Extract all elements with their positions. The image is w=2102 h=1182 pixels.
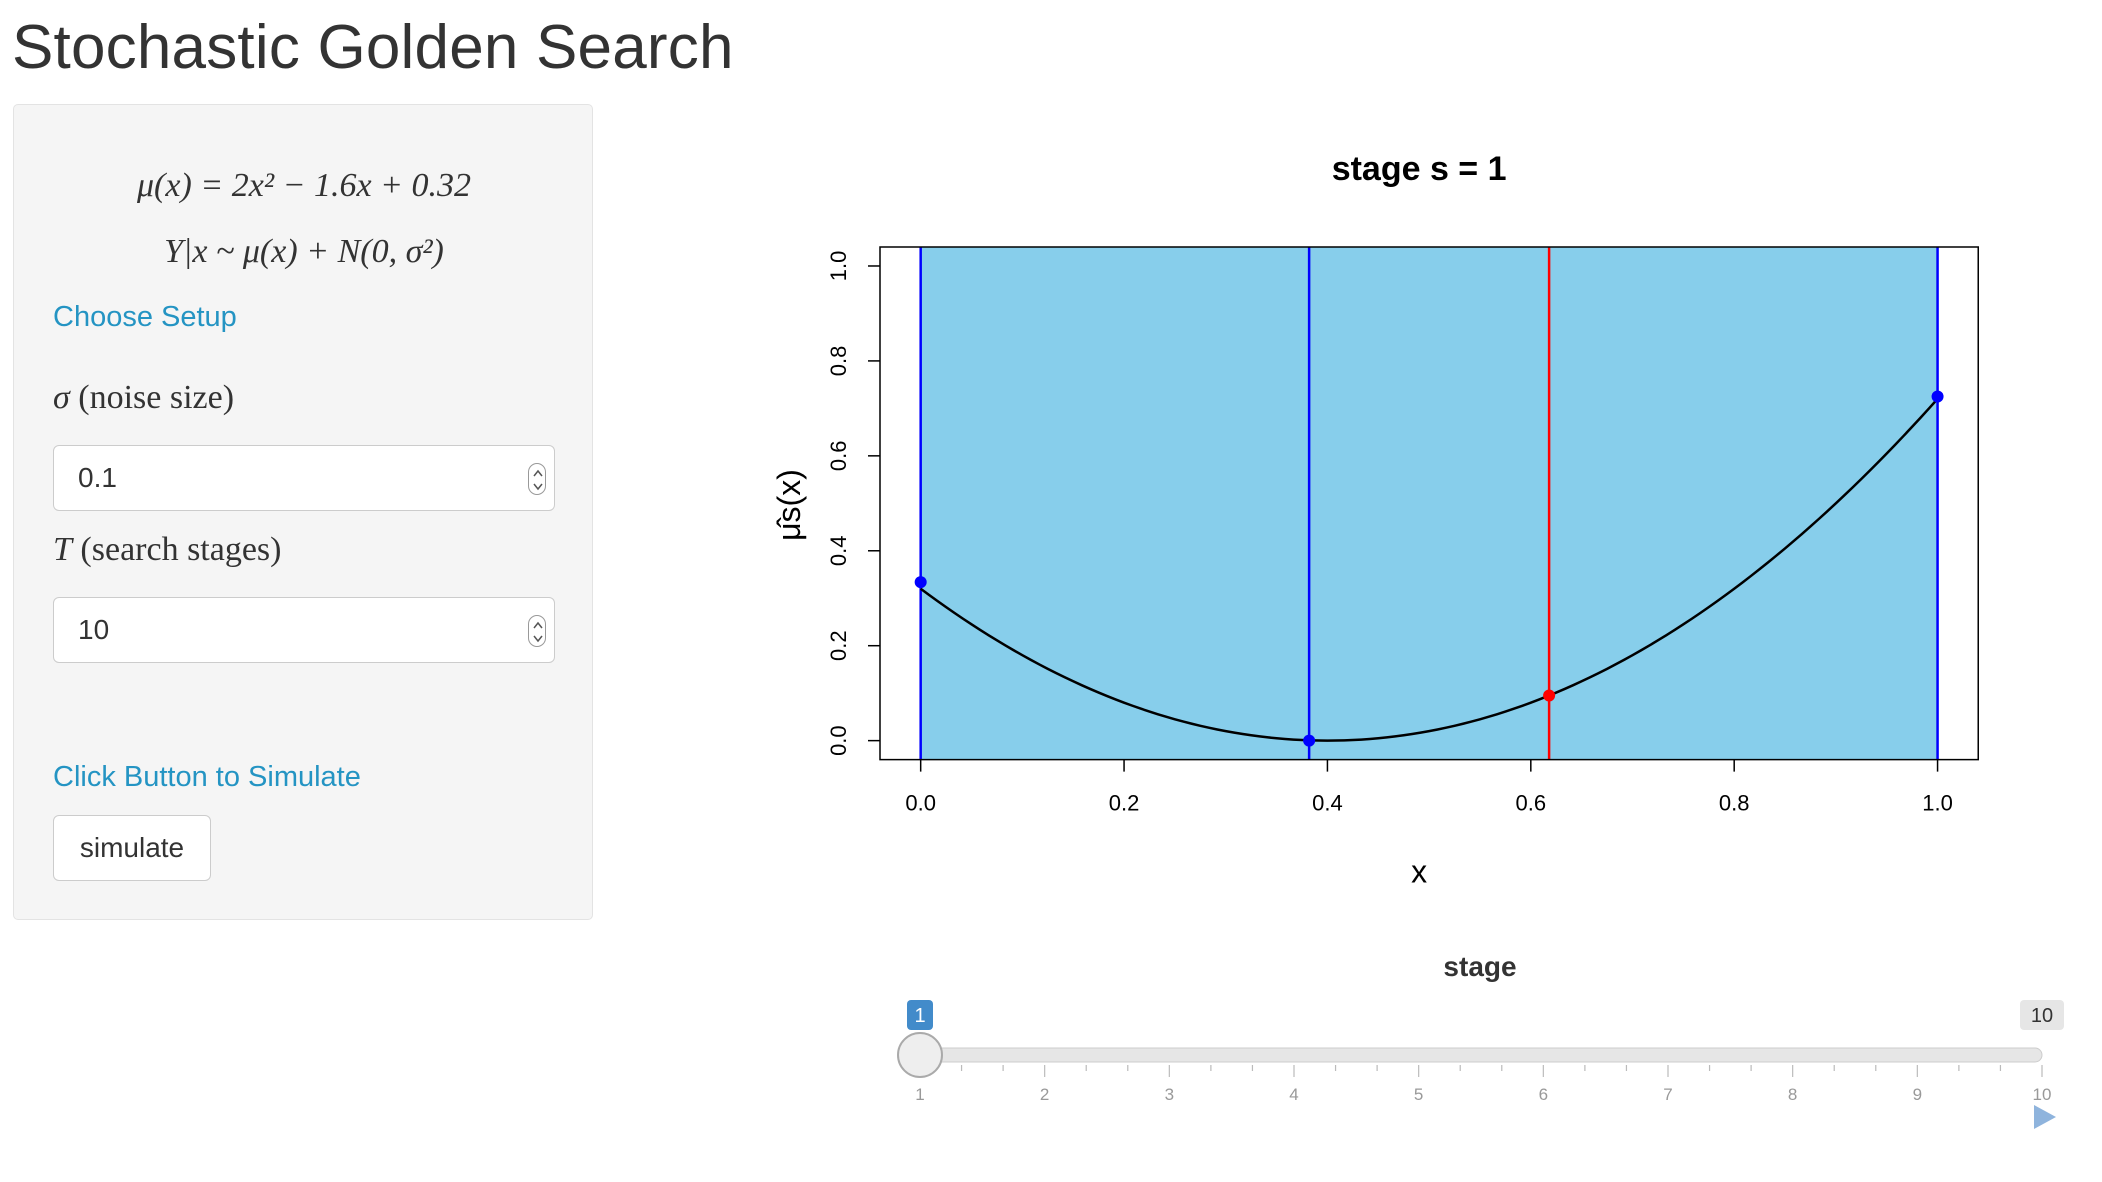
stages-label-text: (search stages): [80, 531, 282, 568]
slider-tick-label: 4: [1289, 1085, 1298, 1104]
slider-tick-label: 2: [1040, 1085, 1049, 1104]
stage-slider-svg: stage 1 2 3 4 5 6 7 8 9 10 10 1: [897, 951, 2064, 1129]
slider-tick-label: 1: [915, 1085, 924, 1104]
chart-title: stage s = 1: [1332, 150, 1507, 188]
sigma-label-text: (noise size): [78, 379, 235, 416]
x-tick-label: 0.8: [1719, 791, 1750, 816]
mean-curve-line: [919, 398, 1939, 742]
setup-heading: Choose Setup: [53, 301, 237, 333]
simulate-button[interactable]: simulate: [53, 815, 211, 881]
x-tick-label: 0.6: [1516, 791, 1547, 816]
slider-tick-label: 9: [1913, 1085, 1922, 1104]
sigma-input[interactable]: 0.1: [53, 445, 555, 511]
search-plot: 0.0 0.2 0.4 0.6 0.8 1.0 0.0 0.2 0.4 0.6 0.8 1.0 stag…: [771, 150, 1979, 890]
model-formula: Y|x ~ μ(x) + N(0, σ²): [164, 233, 444, 270]
data-point-1: [1303, 734, 1316, 747]
x-tick-label: 0.2: [1109, 791, 1140, 816]
stages-spinner-icon[interactable]: [528, 615, 546, 647]
data-point-2: [1543, 689, 1556, 702]
plot-frame: [879, 246, 1979, 761]
y-tick-label: 0.6: [826, 441, 851, 472]
data-point-3: [1931, 390, 1944, 403]
page-title: Stochastic Golden Search: [12, 13, 734, 82]
play-icon[interactable]: [2034, 1105, 2056, 1129]
y-tick-label: 0.4: [826, 535, 851, 566]
slider-tick-label: 8: [1788, 1085, 1797, 1104]
slider-max-label: 10: [2031, 1005, 2053, 1027]
data-point-0: [914, 576, 927, 589]
sigma-symbol: σ: [53, 379, 70, 416]
simulate-heading: Click Button to Simulate: [53, 761, 361, 793]
slider-value-bubble: [907, 1000, 933, 1030]
y-tick-label: 0.8: [826, 346, 851, 377]
sigma-spinner-icon[interactable]: [528, 463, 546, 495]
mean-function-formula: μ(x) = 2x² − 1.6x + 0.32: [136, 167, 471, 204]
slider-tick-label: 7: [1663, 1085, 1672, 1104]
stage-slider-label: stage: [1443, 951, 1516, 982]
stage-slider-track: [919, 1047, 2043, 1063]
t-symbol: T: [53, 531, 72, 568]
y-tick-label: 0.0: [826, 725, 851, 756]
stages-input[interactable]: 10: [53, 597, 555, 663]
x-tick-label: 1.0: [1922, 791, 1953, 816]
x-tick-label: 0.4: [1312, 791, 1343, 816]
x-tick-label: 0.0: [905, 791, 936, 816]
x-axis-label: x: [1411, 854, 1427, 890]
sidebar-panel: μ(x) = 2x² − 1.6x + 0.32 Y|x ~ μ(x) + N(…: [13, 104, 593, 920]
slider-tick-label: 6: [1539, 1085, 1548, 1104]
sigma-input-value: 0.1: [78, 462, 117, 493]
slider-max-bubble: [2020, 1000, 2064, 1030]
slider-tick-label: 5: [1414, 1085, 1423, 1104]
slider-value-label: 1: [914, 1005, 925, 1027]
search-interval-region: [920, 247, 1938, 760]
y-tick-label: 0.2: [826, 630, 851, 661]
slider-tick-label: 3: [1165, 1085, 1174, 1104]
slider-tick-label: 10: [2033, 1085, 2052, 1104]
y-axis-label: μ̂s(x): [771, 469, 807, 541]
sigma-label: σ (noise size): [53, 379, 234, 417]
stage-slider-handle[interactable]: [897, 1032, 943, 1078]
stages-input-value: 10: [78, 614, 110, 645]
y-tick-label: 1.0: [826, 251, 851, 282]
stages-label: T (search stages): [53, 531, 281, 569]
stage-slider[interactable]: stage 1 2 3 4 5 6 7 8 9 10 10 1: [880, 940, 2080, 1140]
